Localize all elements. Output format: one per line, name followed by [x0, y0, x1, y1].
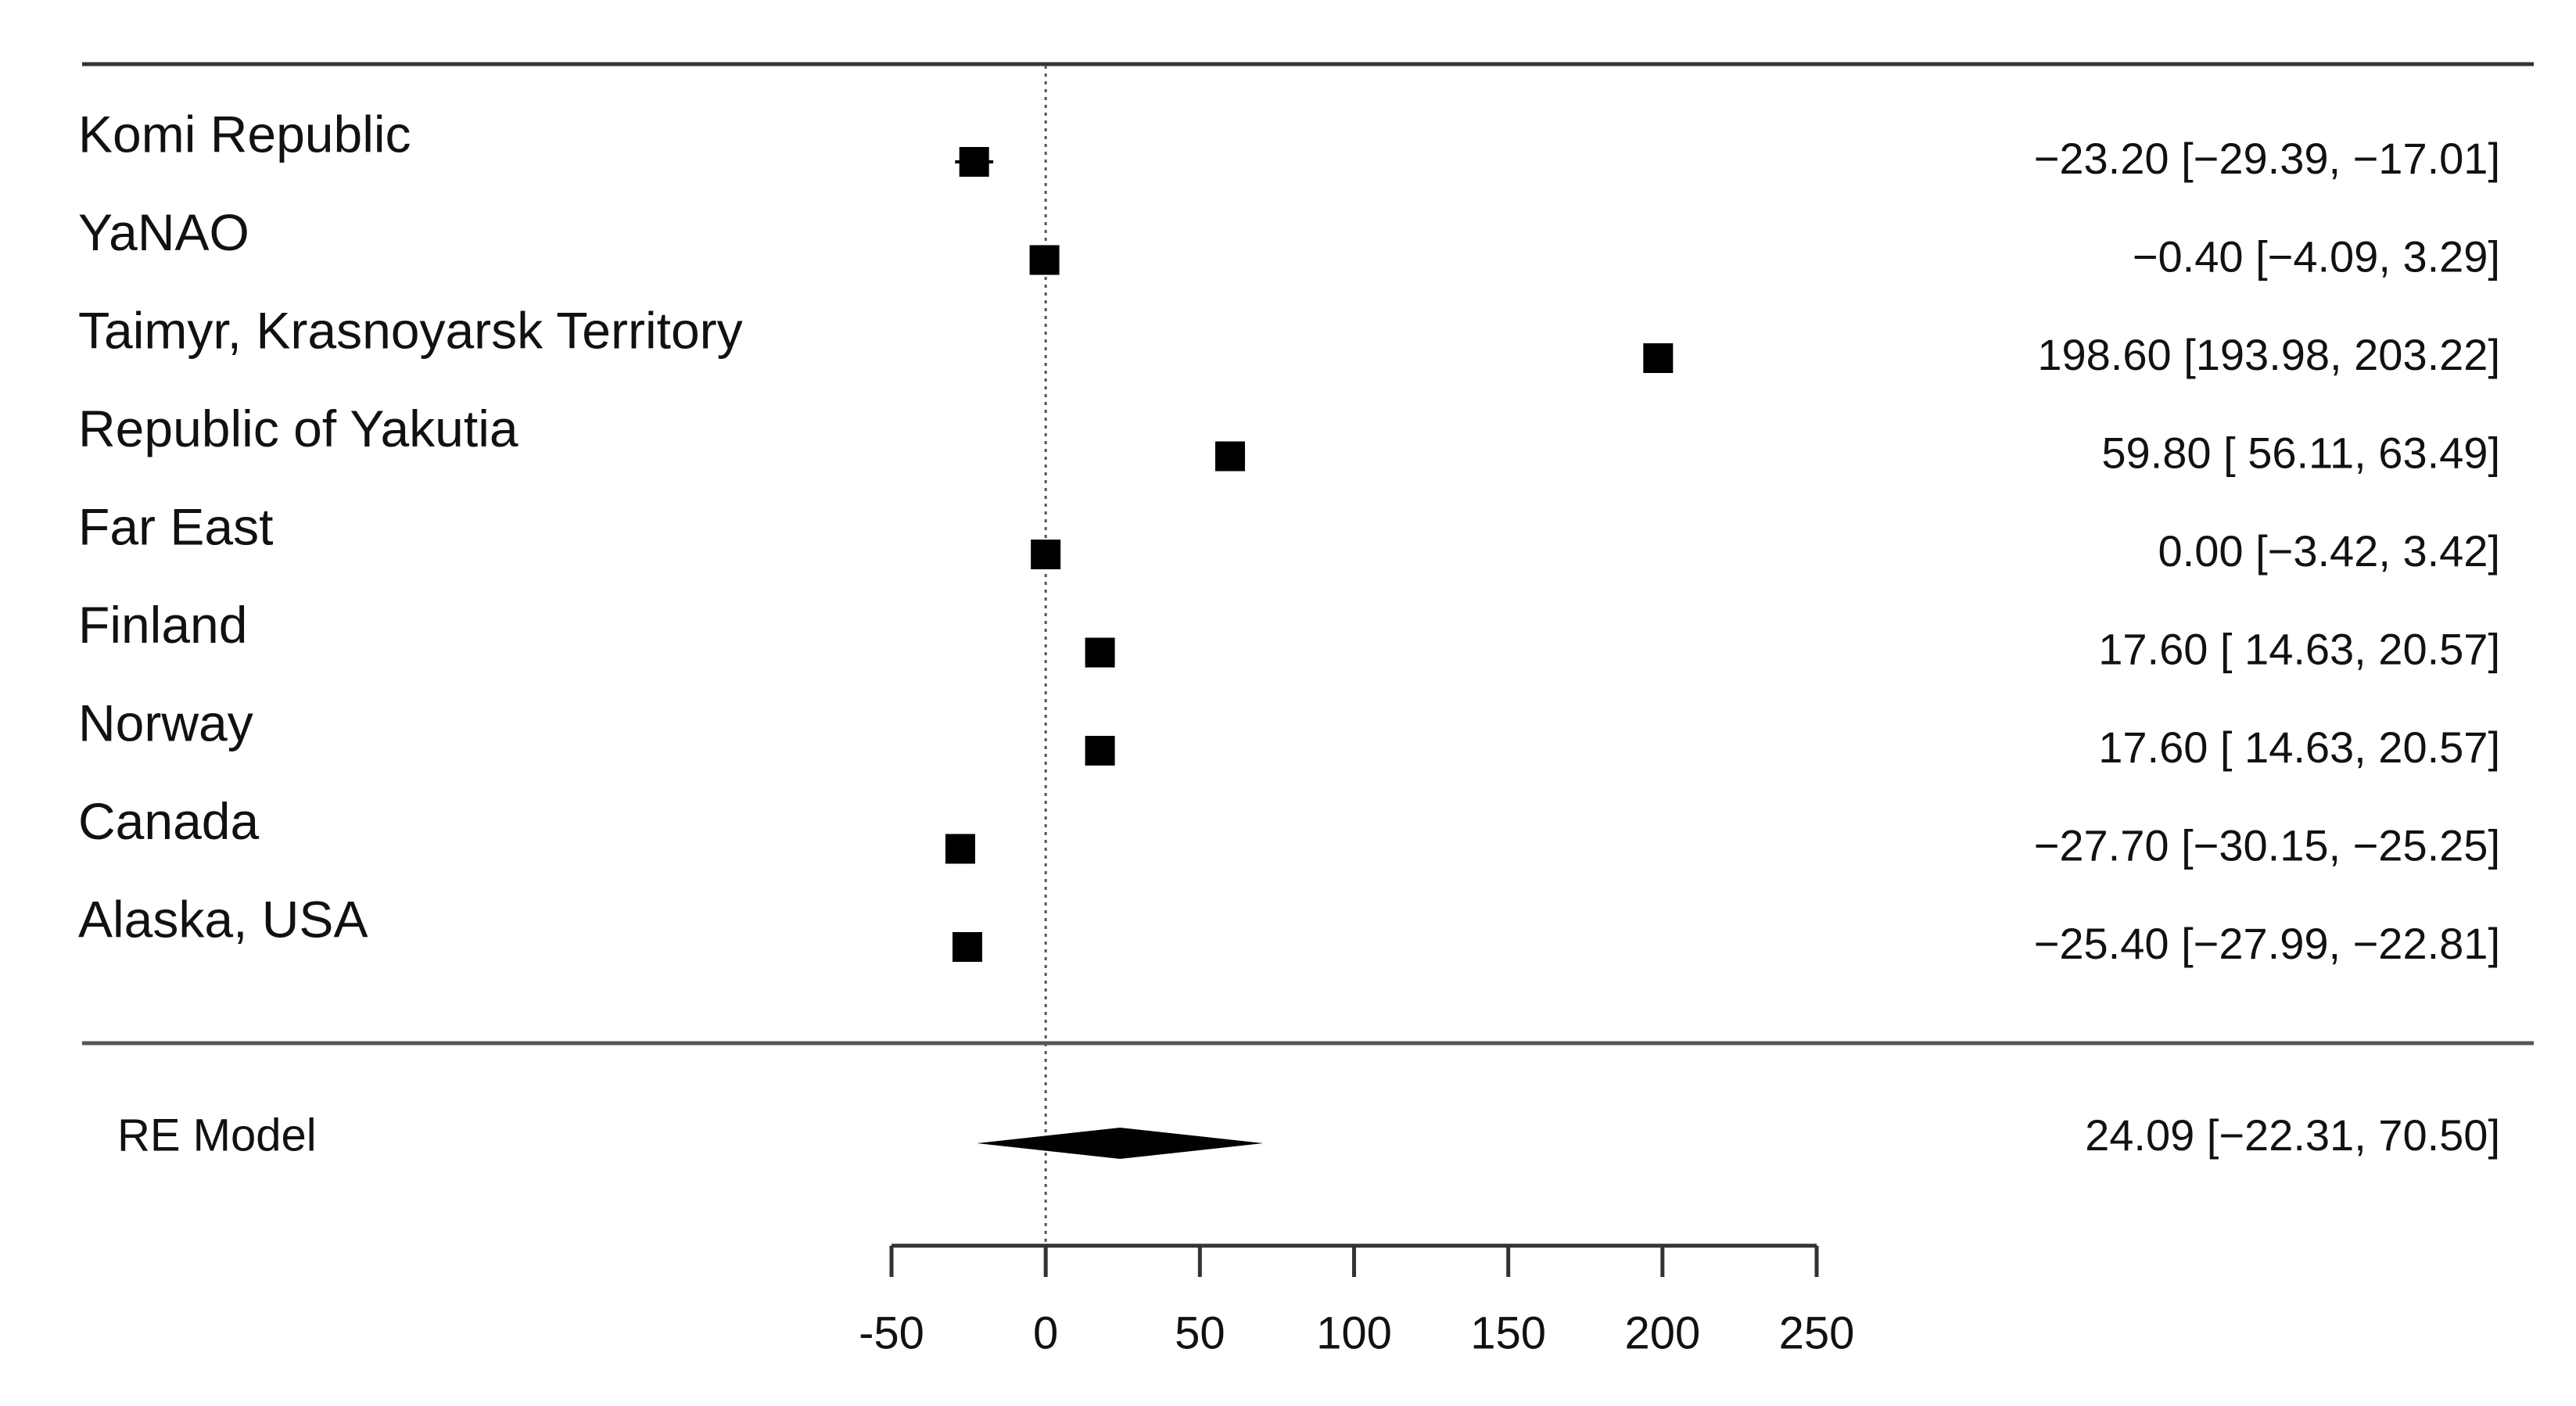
x-tick-label: 0 — [1033, 1307, 1058, 1358]
estimate-label: 198.60 [193.98, 203.22] — [2037, 330, 2500, 379]
estimate-label: 17.60 [ 14.63, 20.57] — [2098, 723, 2500, 772]
estimate-label: 59.80 [ 56.11, 63.49] — [2101, 428, 2500, 477]
summary-label: RE Model — [117, 1110, 317, 1160]
estimate-box — [1031, 540, 1061, 569]
summary-value-label: 24.09 [−22.31, 70.50] — [2085, 1110, 2500, 1160]
estimate-box — [1085, 736, 1115, 766]
x-tick-label: 150 — [1470, 1307, 1546, 1358]
study-label: Far East — [78, 497, 273, 555]
study-label: Komi Republic — [78, 105, 411, 163]
estimate-box — [953, 932, 983, 962]
estimate-box — [1085, 637, 1115, 668]
study-label: YaNAO — [78, 203, 249, 261]
estimate-label: 0.00 [−3.42, 3.42] — [2158, 526, 2500, 576]
study-label: Taimyr, Krasnoyarsk Territory — [78, 301, 743, 359]
estimate-box — [959, 147, 989, 177]
study-label: Canada — [78, 792, 259, 850]
summary-diamond — [977, 1128, 1264, 1159]
estimate-box — [1643, 343, 1674, 373]
estimate-label: −27.70 [−30.15, −25.25] — [2034, 820, 2500, 870]
estimate-box — [945, 834, 975, 864]
estimate-box — [1029, 245, 1060, 275]
x-tick-label: 250 — [1779, 1307, 1855, 1358]
estimate-label: −0.40 [−4.09, 3.29] — [2133, 231, 2500, 281]
study-label: Alaska, USA — [78, 890, 368, 948]
x-tick-label: 100 — [1316, 1307, 1392, 1358]
x-tick-label: -50 — [859, 1307, 924, 1358]
estimate-label: 17.60 [ 14.63, 20.57] — [2098, 624, 2500, 673]
x-tick-label: 200 — [1624, 1307, 1700, 1358]
study-label: Finland — [78, 596, 247, 654]
study-label: Republic of Yakutia — [78, 400, 518, 457]
x-tick-label: 50 — [1175, 1307, 1225, 1358]
study-label: Norway — [78, 694, 253, 751]
estimate-label: −25.40 [−27.99, −22.81] — [2034, 919, 2500, 968]
estimate-label: −23.20 [−29.39, −17.01] — [2034, 134, 2500, 183]
estimate-box — [1214, 441, 1245, 472]
